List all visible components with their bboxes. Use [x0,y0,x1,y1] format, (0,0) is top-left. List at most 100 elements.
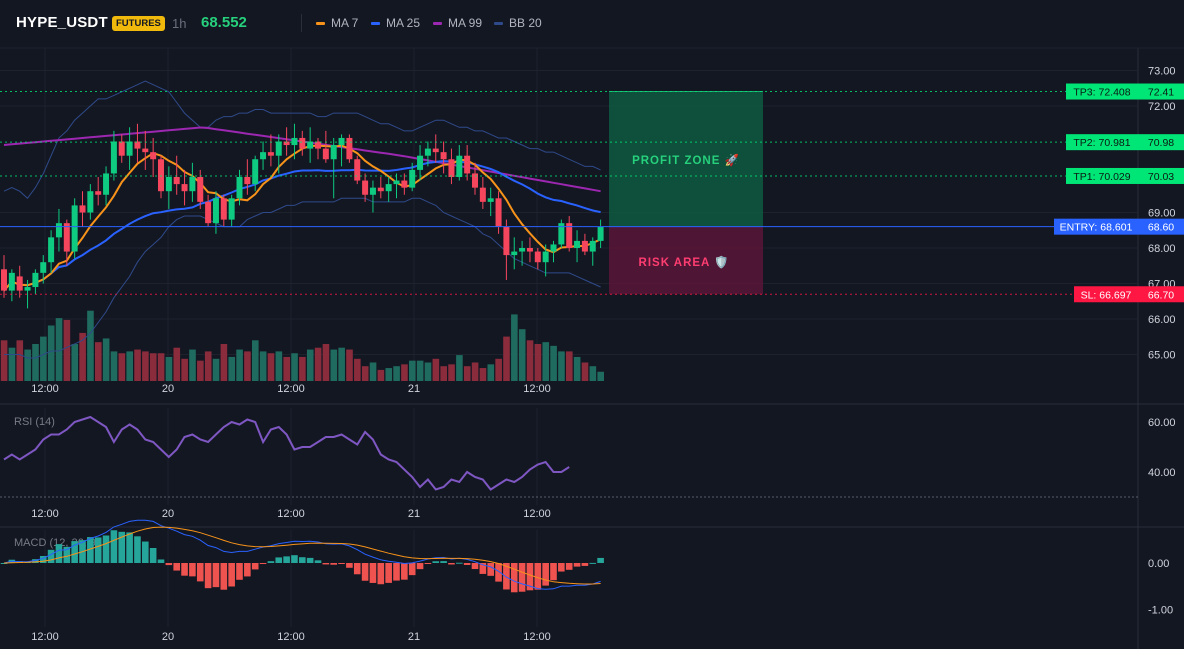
interval-label[interactable]: 1h [172,16,187,31]
volume-bar [526,340,534,381]
volume-bar [95,342,102,381]
macd-histogram-bar [479,563,487,574]
candle-body [8,272,15,291]
sl-tag [1074,286,1138,303]
volume-bar [518,329,526,381]
volume-bar [24,349,31,381]
legend-ma99-swatch [433,21,442,25]
legend-ma25-label: MA 25 [386,16,421,30]
legend-ma25[interactable]: MA 25 [371,16,420,30]
volume-bar [189,349,196,381]
candle-body [260,152,267,160]
legend-ma99[interactable]: MA 99 [433,16,482,30]
candle-body [150,152,157,160]
macd-histogram-bar [518,563,526,592]
candle-body [24,287,31,291]
price-tick-label: 65.00 [1148,350,1176,362]
macd-histogram-bar [597,557,604,563]
entry-tag [1054,218,1138,235]
volume-bar [314,347,322,381]
legend-ma25-swatch [371,21,380,25]
macd-histogram-bar [149,547,157,563]
volume-bar [236,349,243,381]
volume-bar [102,338,110,381]
tp2-tag-label: TP2: 70.981 [1073,137,1130,149]
macd-histogram-bar [534,563,542,590]
candle-body [118,141,125,156]
candle-body [110,141,117,174]
candle-body [142,148,149,153]
legend-ma7-swatch [316,21,325,25]
macd-histogram-bar [416,563,424,570]
macd-histogram-bar [55,544,63,563]
tp1-tag-label: TP1: 70.029 [1073,171,1130,183]
volume-bar [589,366,597,381]
candle-body [236,177,243,199]
candle-body [244,177,251,185]
price-tick-label: 72.00 [1148,101,1176,113]
candle-body [354,159,361,181]
entry-axis-tag [1138,218,1184,235]
macd-histogram-bar [495,563,502,582]
macd-line [3,519,601,590]
candle-body [16,276,23,291]
rsi-tick-label: 40.00 [1148,467,1176,479]
macd-histogram-bar [118,531,126,563]
candle-body [134,141,141,149]
macd-histogram-bar [314,560,322,563]
macd-histogram-bar [94,537,102,563]
legend-ma7[interactable]: MA 7 [316,16,358,30]
candle-body [534,251,541,263]
tp1-axis-label: 70.03 [1148,171,1174,183]
macd-histogram-bar [228,563,235,587]
candle-body [330,145,337,160]
candle-body [252,159,259,185]
candle-body [338,137,345,146]
macd-histogram-bar [503,563,510,590]
volume-bar [479,368,487,381]
volume-bar [259,351,267,381]
candle-body [432,148,439,153]
volume-bar [440,366,447,381]
macd-histogram-bar [87,537,94,563]
rsi-tick-label: 60.00 [1148,417,1176,429]
volume-bar [165,356,173,381]
macd-histogram-bar [181,563,188,576]
tp3-axis-tag [1138,83,1184,100]
entry-tag-label: ENTRY: 68.601 [1060,222,1133,234]
candle-body [495,198,502,227]
symbol-name[interactable]: HYPE_USDT [16,14,108,31]
volume-bar [283,356,290,381]
volume-bar [495,358,502,381]
macd-histogram-bar [102,535,110,563]
candle-body [189,177,196,192]
candle-body [126,141,133,156]
x-tick-label: 12:00 [523,383,551,395]
candle-body [40,262,47,273]
volume-bar [157,353,165,381]
volume-bar [252,340,259,381]
volume-bar [118,353,126,381]
tp2-tag [1066,134,1138,151]
volume-bar [573,356,581,381]
candle-body [550,244,557,252]
volume-bar [291,353,298,381]
macd-histogram-bar [244,563,251,577]
volume-bar [432,358,440,381]
candle-body [307,141,314,149]
macd-histogram-bar [385,563,392,583]
candle-body [377,187,384,192]
legend-bb20-swatch [494,21,503,25]
macd-histogram-bar [196,563,204,582]
macd-histogram-bar [71,541,78,563]
candle-body [181,184,188,192]
legend-ma7-label: MA 7 [331,16,359,30]
macd-histogram-bar [165,563,173,566]
x-tick-label: 21 [408,631,420,643]
risk-zone [609,226,763,295]
candle-body [346,137,353,160]
volume-bar [377,369,385,381]
legend-bb20[interactable]: BB 20 [494,16,542,30]
macd-histogram-bar [267,561,275,563]
